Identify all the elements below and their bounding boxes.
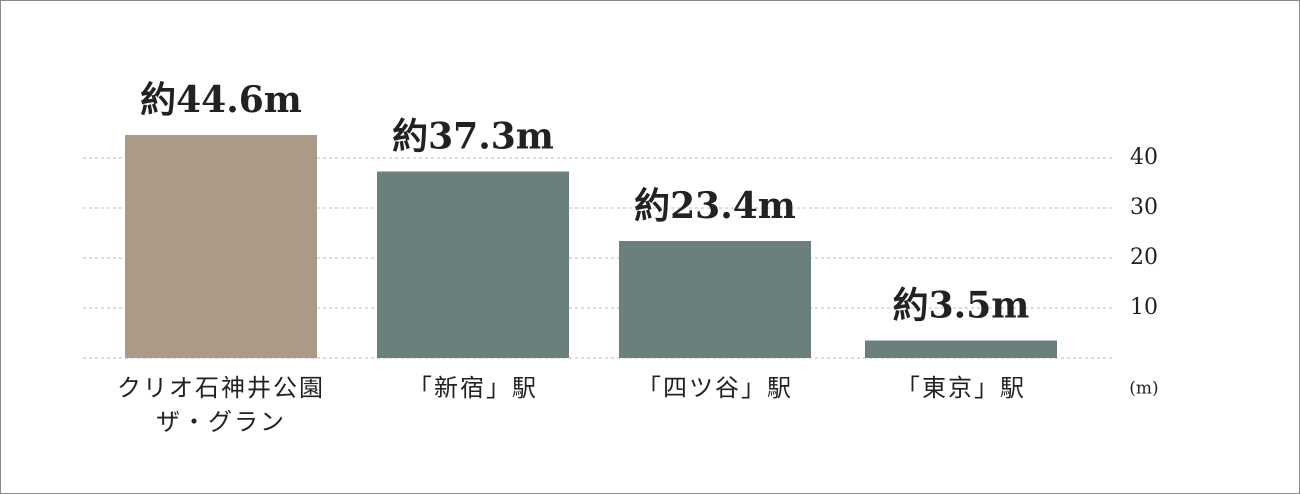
bar: [865, 340, 1057, 358]
x-tick-label: クリオ石神井公園 ザ・グラン: [117, 374, 325, 436]
y-tick-label: 30: [1130, 195, 1158, 220]
x-tick-label: 「四ツ谷」駅: [637, 374, 793, 402]
value-label: 約37.3m: [392, 116, 554, 158]
y-tick-label: 40: [1130, 145, 1158, 170]
value-label: 約44.6m: [140, 79, 302, 121]
value-label: 約3.5m: [893, 285, 1030, 327]
bar: [619, 241, 811, 358]
x-tick-label: 「東京」駅: [896, 374, 1026, 402]
y-tick-label: 10: [1130, 295, 1158, 320]
y-axis-label: (m): [1129, 379, 1158, 399]
bar: [125, 135, 317, 358]
x-tick-label: 「新宿」駅: [408, 374, 538, 402]
bar: [377, 171, 569, 358]
value-label: 約23.4m: [634, 185, 796, 227]
y-tick-label: 20: [1130, 245, 1158, 270]
